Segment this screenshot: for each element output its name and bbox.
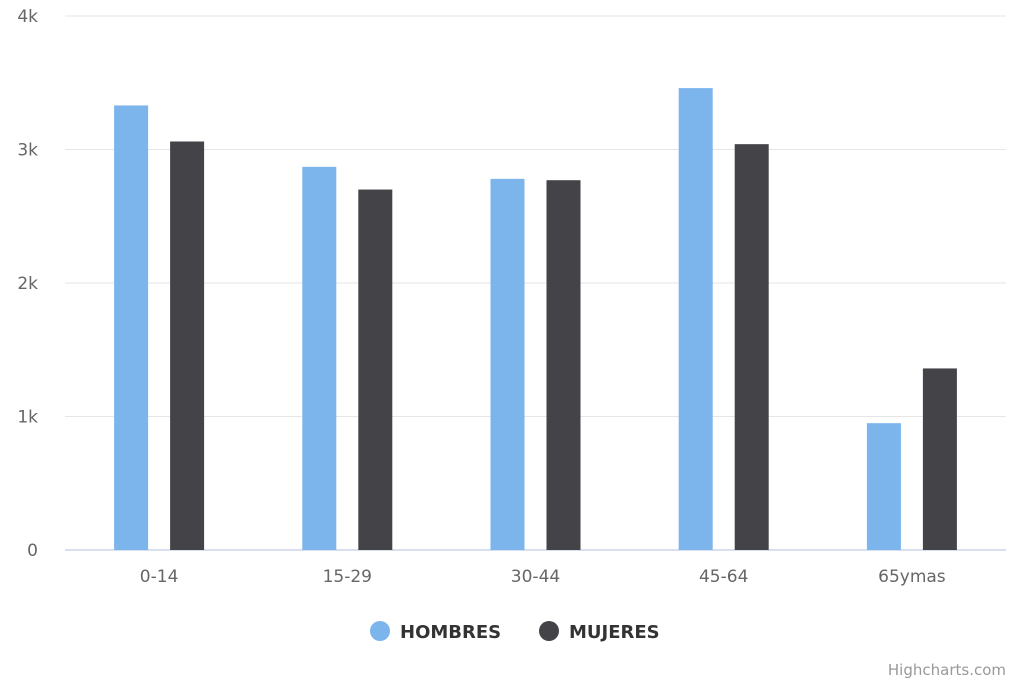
- y-tick-label: 2k: [17, 274, 38, 294]
- bar-hombres-30-44[interactable]: [490, 178, 525, 550]
- x-tick-label: 15-29: [323, 567, 372, 587]
- x-tick-label: 45-64: [699, 567, 748, 587]
- bar-mujeres-45-64[interactable]: [734, 144, 769, 550]
- legend-marker-hombres: [370, 621, 390, 641]
- bar-mujeres-15-29[interactable]: [358, 189, 393, 551]
- y-axis: 0 1k 2k 3k 4k: [17, 7, 38, 561]
- bar-mujeres-65ymas[interactable]: [922, 368, 957, 550]
- legend-label-mujeres: MUJERES: [569, 622, 660, 643]
- grid-lines: [65, 15, 1006, 417]
- legend-item-hombres[interactable]: HOMBRES: [370, 621, 501, 643]
- y-tick-label: 1k: [17, 408, 38, 428]
- y-tick-label: 3k: [17, 141, 38, 161]
- legend-label-hombres: HOMBRES: [400, 622, 501, 643]
- x-axis: 0-14 15-29 30-44 45-64 65ymas: [140, 567, 946, 587]
- x-tick-label: 0-14: [140, 567, 179, 587]
- credits-link[interactable]: Highcharts.com: [888, 661, 1006, 679]
- bar-hombres-15-29[interactable]: [302, 166, 337, 551]
- x-tick-label: 30-44: [511, 567, 560, 587]
- y-tick-label: 0: [27, 541, 38, 561]
- y-tick-label: 4k: [17, 7, 38, 27]
- x-tick-label: 65ymas: [878, 567, 946, 587]
- bars: [114, 88, 957, 551]
- legend-marker-mujeres: [539, 621, 559, 641]
- bar-hombres-45-64[interactable]: [678, 88, 713, 550]
- bar-hombres-0-14[interactable]: [114, 105, 149, 550]
- legend-item-mujeres[interactable]: MUJERES: [539, 621, 660, 643]
- bar-hombres-65ymas[interactable]: [866, 423, 901, 550]
- legend: HOMBRES MUJERES: [370, 621, 660, 643]
- bar-mujeres-0-14[interactable]: [170, 141, 205, 551]
- bar-mujeres-30-44[interactable]: [546, 180, 581, 550]
